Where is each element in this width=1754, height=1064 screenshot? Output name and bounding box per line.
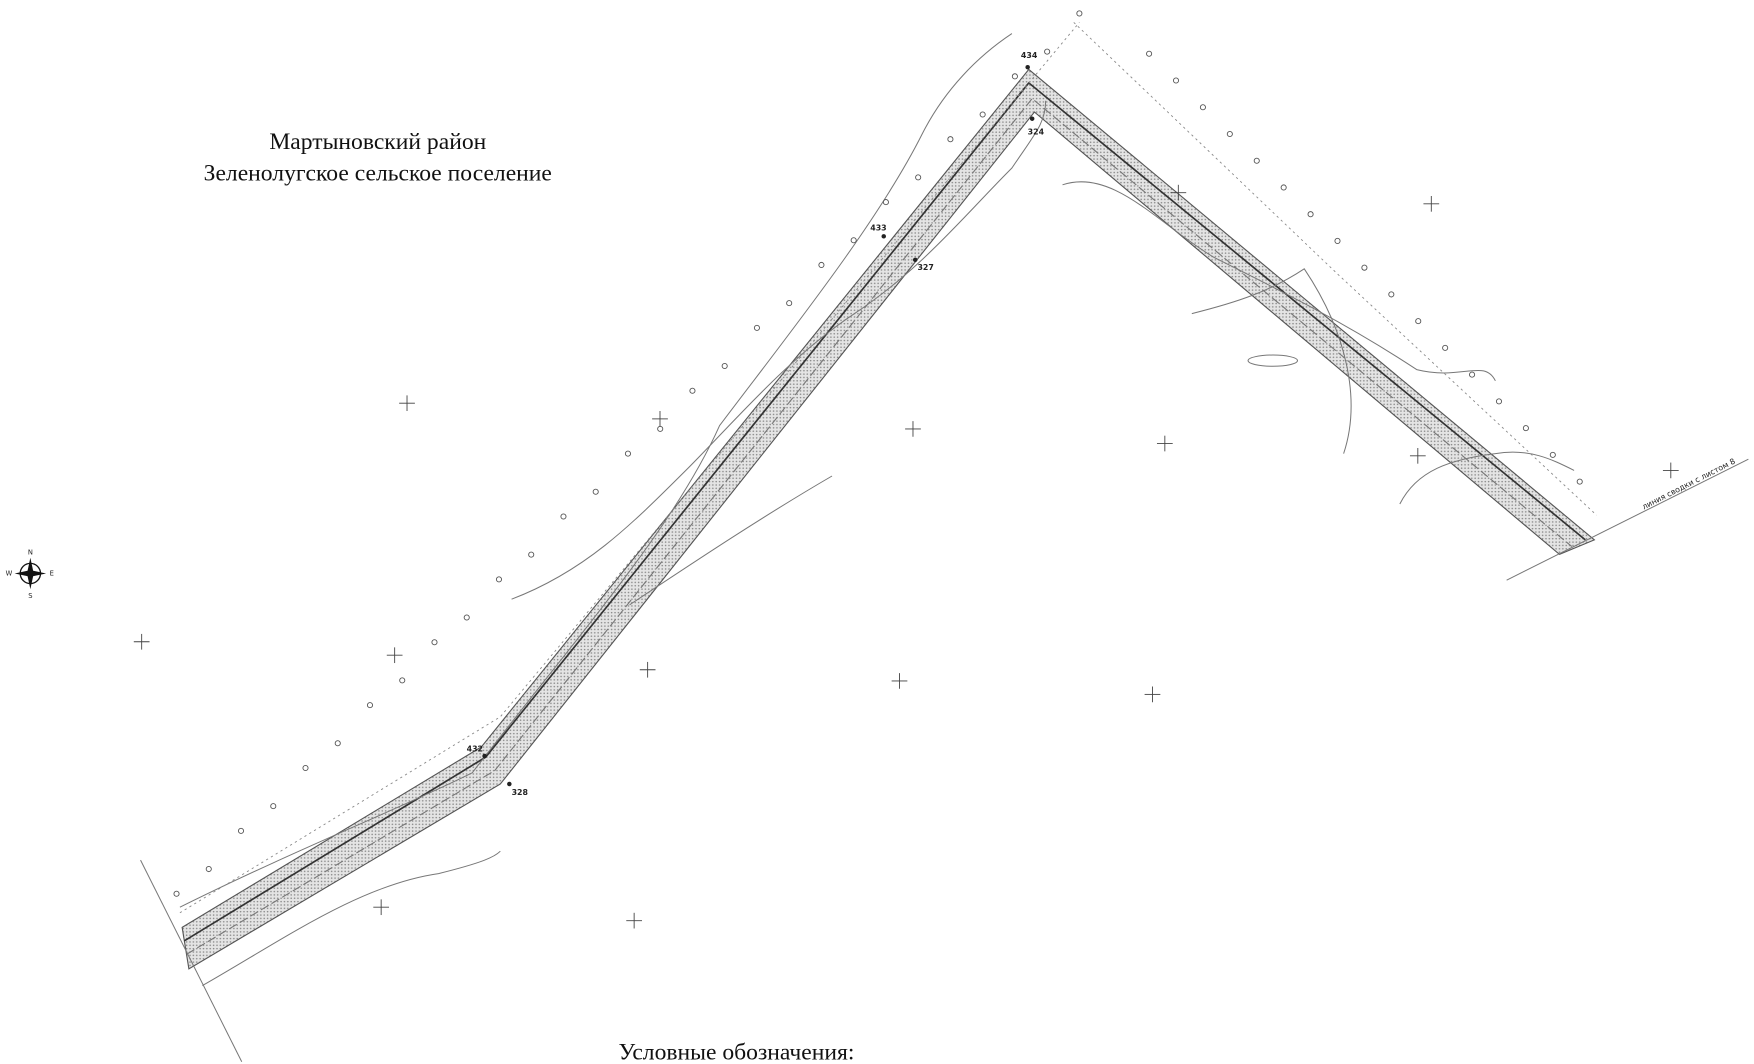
contour xyxy=(1062,181,1496,382)
pole xyxy=(818,261,825,268)
contour xyxy=(202,850,501,987)
survey-point xyxy=(507,781,512,787)
pole xyxy=(1199,104,1206,111)
pole xyxy=(528,551,535,558)
compass-w: W xyxy=(6,570,13,578)
strip-area xyxy=(181,68,1596,970)
pond xyxy=(1247,354,1299,367)
survey-point xyxy=(1029,116,1035,121)
point-label: 433 xyxy=(870,224,886,233)
contour xyxy=(1399,451,1575,505)
pole xyxy=(1011,73,1018,80)
pole xyxy=(786,300,793,307)
sheet-line xyxy=(1506,458,1749,581)
pole xyxy=(431,639,438,646)
point-label: 324 xyxy=(1028,127,1045,136)
pole xyxy=(624,450,631,457)
compass-n: N xyxy=(28,548,33,556)
pole xyxy=(173,890,180,897)
pole xyxy=(205,866,212,873)
survey-point xyxy=(482,753,487,759)
pole xyxy=(915,174,922,181)
pole xyxy=(560,513,567,520)
district-title: Мартыновский район xyxy=(269,129,486,155)
boundary-line xyxy=(179,22,1080,914)
point-label: 328 xyxy=(512,788,528,797)
compass-e: E xyxy=(50,570,54,578)
pole xyxy=(592,488,599,495)
pole xyxy=(270,803,277,810)
contour xyxy=(179,33,1013,908)
pole xyxy=(979,111,986,118)
survey-point xyxy=(912,257,918,263)
pole xyxy=(1576,478,1583,485)
survey-point xyxy=(881,234,886,239)
pole xyxy=(657,425,664,432)
center-line xyxy=(183,81,1586,942)
pole xyxy=(1172,77,1180,84)
sheet-note: линия сводки с листом 8 xyxy=(1641,457,1737,512)
pole xyxy=(1076,10,1083,17)
pole xyxy=(1415,318,1422,325)
boundary-line xyxy=(1073,22,1597,516)
pole xyxy=(850,237,857,244)
compass-s: S xyxy=(28,592,32,600)
point-label: 327 xyxy=(917,263,933,272)
pole xyxy=(947,136,954,143)
pipeline-strip xyxy=(181,68,1596,970)
pole xyxy=(334,740,341,747)
pole xyxy=(237,827,245,834)
pole xyxy=(1280,184,1287,191)
contours xyxy=(140,33,1749,1062)
pole xyxy=(1307,211,1314,218)
survey-point xyxy=(1025,64,1030,70)
pole xyxy=(721,362,728,370)
map-symbols xyxy=(133,10,1679,929)
pole xyxy=(399,677,406,684)
pole xyxy=(1469,371,1476,378)
pole xyxy=(1044,48,1051,55)
point-label: 434 xyxy=(1021,51,1038,60)
pole xyxy=(302,764,309,772)
contour xyxy=(629,475,833,606)
contour xyxy=(1191,268,1352,454)
pole xyxy=(1442,344,1449,351)
pole xyxy=(1146,50,1153,57)
compass: N S W E xyxy=(6,548,54,600)
pole xyxy=(753,324,760,331)
pole xyxy=(689,387,696,394)
settlement-title: Зеленолугское сельское поселение xyxy=(204,160,552,186)
pole xyxy=(1334,237,1341,244)
pole xyxy=(1361,264,1368,271)
pole xyxy=(1522,425,1529,432)
pole xyxy=(1253,157,1260,164)
pole xyxy=(366,702,374,709)
pole xyxy=(463,614,470,621)
pole xyxy=(1226,130,1233,138)
edge-line xyxy=(186,97,1573,955)
point-label: 432 xyxy=(467,745,483,754)
pole xyxy=(1388,291,1395,298)
pole xyxy=(1495,398,1503,405)
pole xyxy=(1549,451,1556,458)
pole xyxy=(495,576,503,583)
legend-title: Условные обозначения: xyxy=(618,1040,854,1064)
sheet-line xyxy=(140,859,243,1062)
pole xyxy=(882,199,889,206)
compass-needle xyxy=(14,570,47,577)
contour xyxy=(511,100,1047,600)
